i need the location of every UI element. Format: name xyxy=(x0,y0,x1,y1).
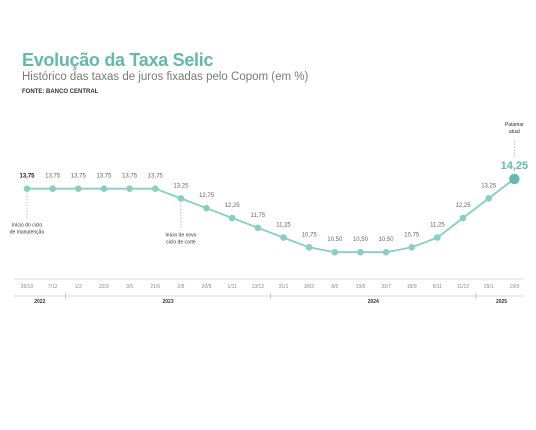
annotation-label: atual xyxy=(509,129,520,135)
value-label: 14,25 xyxy=(501,160,529,172)
data-point xyxy=(126,185,133,192)
annotation-label: de manutenção xyxy=(10,230,45,236)
value-label: 13,25 xyxy=(481,183,497,189)
data-point xyxy=(305,244,313,251)
value-label: 12,25 xyxy=(225,203,241,209)
value-label: 10,50 xyxy=(379,237,395,243)
series-line xyxy=(27,178,515,254)
x-tick-label: 20/9 xyxy=(202,284,212,290)
x-tick-label: 18/9 xyxy=(407,284,417,290)
chart-title: Evolução da Taxa Selic xyxy=(22,50,214,70)
data-point xyxy=(331,248,339,256)
year-label: 2024 xyxy=(368,299,379,305)
year-label: 2025 xyxy=(496,299,507,305)
data-point xyxy=(203,204,210,212)
x-tick-label: 20/3 xyxy=(304,284,314,290)
annotation-label: ciclo de corte xyxy=(166,239,196,245)
value-label: 10,75 xyxy=(404,232,420,238)
data-point xyxy=(100,185,108,192)
value-label: 13,75 xyxy=(45,174,61,180)
x-tick-label: 2/8 xyxy=(177,284,184,290)
x-tick-label: 22/3 xyxy=(99,284,109,290)
data-point xyxy=(228,214,236,222)
data-point xyxy=(280,234,287,241)
x-tick-label: 1/2 xyxy=(75,284,82,290)
value-label: 12,75 xyxy=(199,193,215,199)
x-tick-label: 7/12 xyxy=(48,284,58,290)
x-tick-label: 21/6 xyxy=(150,284,160,290)
value-label: 13,25 xyxy=(173,183,189,189)
x-tick-label: 11/12 xyxy=(457,284,469,290)
data-point xyxy=(382,248,390,256)
x-tick-label: 26/10 xyxy=(21,284,34,290)
chart-header: Evolução da Taxa Selic Histórico das tax… xyxy=(22,50,308,98)
value-label: 11,75 xyxy=(251,213,266,219)
data-point xyxy=(23,185,31,192)
annotation-label: Início de novo xyxy=(165,232,196,238)
x-tick-label: 19/6 xyxy=(356,284,366,290)
value-label: 13,75 xyxy=(148,174,164,180)
year-label: 2022 xyxy=(34,299,45,305)
x-tick-label: 8/5 xyxy=(331,284,338,290)
value-label: 10,75 xyxy=(302,232,318,238)
value-label: 10,50 xyxy=(353,237,369,243)
value-label: 11,25 xyxy=(276,223,291,229)
x-tick-label: 1/11 xyxy=(228,284,238,290)
value-label: 10,50 xyxy=(327,237,343,243)
source-note: FONTE: BANCO CENTRAL xyxy=(22,89,99,95)
data-point xyxy=(49,185,56,192)
data-point xyxy=(459,214,467,222)
value-label: 12,25 xyxy=(456,203,472,209)
data-point xyxy=(408,244,416,251)
value-label: 13,75 xyxy=(96,174,112,180)
x-tick-label: 19/3 xyxy=(509,284,519,290)
x-tick-label: 6/11 xyxy=(433,284,443,290)
data-point xyxy=(509,173,520,185)
data-point xyxy=(254,224,262,232)
data-point xyxy=(434,234,441,241)
x-tick-label: 31/7 xyxy=(381,284,391,290)
data-point xyxy=(177,195,185,202)
x-tick-label: 31/1 xyxy=(279,284,289,290)
data-point xyxy=(357,248,364,256)
annotation-label: Patamar xyxy=(505,122,524,128)
value-label: 13,75 xyxy=(71,174,87,180)
value-label: 13,75 xyxy=(122,174,138,180)
data-point xyxy=(75,185,82,192)
x-tick-label: 13/12 xyxy=(252,284,265,290)
data-point xyxy=(151,185,159,192)
year-label: 2023 xyxy=(163,299,174,305)
x-tick-label: 3/5 xyxy=(126,284,133,290)
annotation-label: Início do ciclo xyxy=(12,223,43,229)
value-label: 11,25 xyxy=(430,223,445,229)
data-point xyxy=(485,195,493,202)
chart-subtitle: Histórico das taxas de juros fixadas pel… xyxy=(22,71,309,83)
value-label: 13,75 xyxy=(19,174,35,180)
x-tick-label: 29/1 xyxy=(484,284,494,290)
